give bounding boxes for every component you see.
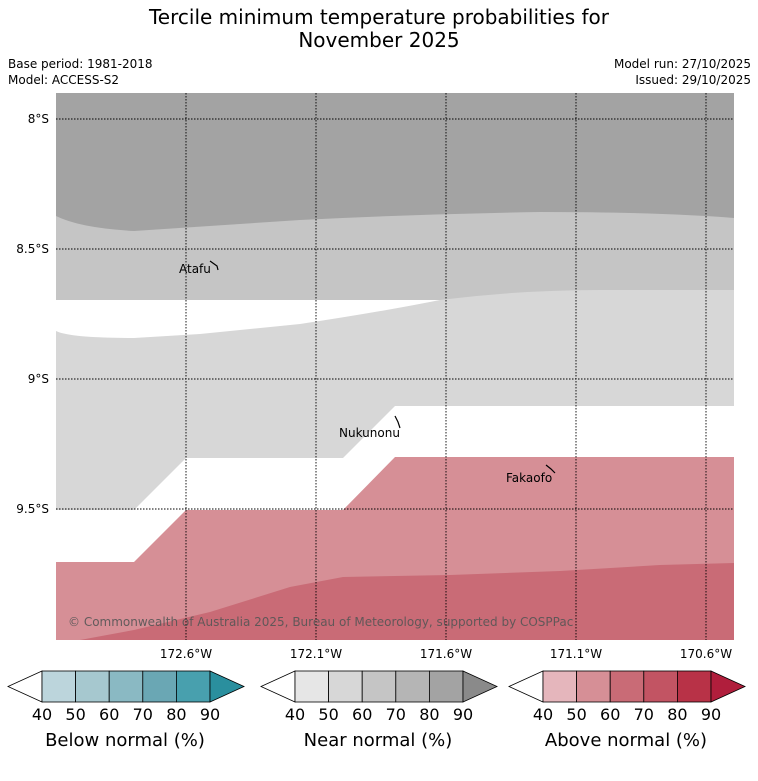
colorbar-segment: [643, 670, 678, 703]
colorbar-segment: [428, 670, 464, 703]
colorbar-segment: [328, 670, 363, 703]
lon-label: 172.1°W: [290, 647, 342, 661]
colorbar-tick-label: 40: [533, 705, 553, 724]
colorbar-tick-label: 70: [634, 705, 654, 724]
colorbar-tick-label: 40: [285, 705, 305, 724]
colorbar-extend-low: [260, 670, 296, 703]
colorbar-tick-label: 60: [99, 705, 119, 724]
colorbar-label-near-normal: Near normal (%): [303, 730, 453, 751]
colorbar-segment: [41, 670, 76, 703]
colorbar-extend-low: [7, 670, 43, 703]
model-name: Model: ACCESS-S2: [8, 73, 120, 87]
lon-label: 171.1°W: [550, 647, 602, 661]
colorbar-segment: [142, 670, 177, 703]
lon-label: 170.6°W: [680, 647, 732, 661]
colorbar-segment: [361, 670, 397, 703]
probability-map: Atafu Nukunonu Fakaofo © Commonwealth of…: [56, 93, 734, 640]
copyright-notice: © Commonwealth of Australia 2025, Bureau…: [68, 615, 573, 629]
colorbar-tick-label: 80: [419, 705, 439, 724]
colorbar-extend-high: [209, 670, 245, 703]
lat-label: 8.5°S: [16, 242, 49, 256]
lat-label: 9°S: [28, 372, 49, 386]
colorbar-extend-low: [508, 670, 544, 703]
colorbar-tick-label: 80: [667, 705, 687, 724]
chart-title-line-2: November 2025: [298, 28, 460, 52]
nukunonu-atoll: [394, 415, 401, 429]
lat-label: 8°S: [28, 112, 49, 126]
colorbar-extend-high: [710, 670, 746, 703]
lon-label: 172.6°W: [160, 647, 212, 661]
colorbar-segment: [75, 670, 110, 703]
colorbar-segment: [542, 670, 577, 703]
colorbar-segment: [609, 670, 645, 703]
colorbar-segment: [108, 670, 144, 703]
model-run-date: Model run: 27/10/2025: [613, 57, 751, 71]
colorbar-tick-label: 80: [166, 705, 186, 724]
latitude-labels: 8°S 8.5°S 9°S 9.5°S: [16, 112, 49, 516]
colorbar-tick-label: 50: [65, 705, 85, 724]
colorbar-segment: [294, 670, 329, 703]
lat-label: 9.5°S: [16, 502, 49, 516]
colorbar-near-normal: 40 50 60 70 80 90: [260, 670, 498, 724]
colorbar-tick-label: 90: [453, 705, 473, 724]
colorbar-above-normal: 40 50 60 70 80 90: [508, 670, 746, 724]
colorbar-tick-label: 60: [352, 705, 372, 724]
colorbar-segment: [576, 670, 611, 703]
colorbar-segment: [175, 670, 211, 703]
colorbar-segment: [676, 670, 712, 703]
colorbar-label-below-normal: Below normal (%): [45, 730, 205, 751]
colorbar-tick-label: 50: [566, 705, 586, 724]
colorbar-tick-label: 40: [32, 705, 52, 724]
colorbar-tick-label: 90: [200, 705, 220, 724]
region-near-50-60: [56, 290, 734, 510]
place-label-atafu: Atafu: [179, 262, 211, 276]
atafu-atoll: [209, 260, 219, 271]
colorbar-below-normal: 40 50 60 70 80 90: [7, 670, 245, 724]
place-label-nukunonu: Nukunonu: [339, 426, 400, 440]
colorbar-tick-label: 50: [318, 705, 338, 724]
lon-label: 171.6°W: [420, 647, 472, 661]
place-label-fakaofo: Fakaofo: [506, 471, 552, 485]
colorbar-tick-label: 70: [386, 705, 406, 724]
longitude-labels: 172.6°W 172.1°W 171.6°W 171.1°W 170.6°W: [160, 647, 732, 661]
base-period: Base period: 1981-2018: [8, 57, 153, 71]
colorbar-tick-label: 90: [701, 705, 721, 724]
fakaofo-atoll: [545, 464, 556, 474]
issued-date: Issued: 29/10/2025: [635, 73, 751, 87]
region-above-60-70: [80, 563, 734, 640]
colorbar-segment: [395, 670, 430, 703]
colorbar-tick-label: 70: [133, 705, 153, 724]
chart-title-line-1: Tercile minimum temperature probabilitie…: [148, 5, 610, 29]
colorbar-label-above-normal: Above normal (%): [544, 730, 708, 751]
colorbar-tick-label: 60: [600, 705, 620, 724]
colorbar-extend-high: [462, 670, 498, 703]
region-near-60-70: [56, 212, 734, 300]
graticule: [56, 93, 734, 640]
